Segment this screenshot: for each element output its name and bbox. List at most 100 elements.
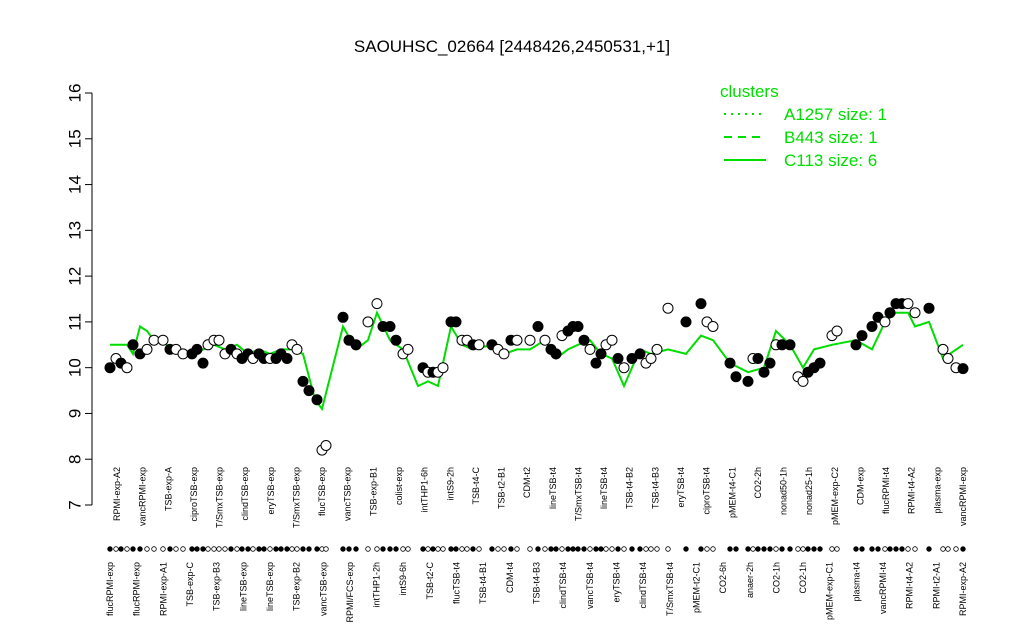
data-point — [879, 316, 891, 328]
rug-marker — [773, 546, 779, 552]
rug-marker — [727, 546, 733, 552]
data-point — [831, 325, 843, 337]
rug-marker — [250, 546, 256, 552]
x-tick-label-top: RPMI-exp-A2 — [112, 467, 122, 521]
rug-marker — [587, 546, 593, 552]
x-tick-label-bottom: RPMI-exp-A1 — [158, 562, 168, 616]
x-tick-label-top: TSB-t4-B2 — [625, 467, 635, 509]
x-tick-label-top: TSB-t4-B3 — [650, 467, 660, 509]
rug-marker — [535, 546, 541, 552]
x-tick-label-top: eryTSB-exp — [266, 467, 276, 515]
rug-marker — [216, 546, 222, 552]
rug-marker — [598, 546, 604, 552]
x-tick-label-bottom: lineTSB-exp — [238, 562, 248, 611]
data-point — [590, 357, 602, 369]
rug-marker — [118, 546, 124, 552]
data-point — [730, 371, 742, 383]
rug-marker — [124, 546, 130, 552]
rug-marker — [859, 546, 865, 552]
data-point — [104, 362, 116, 374]
data-point — [191, 343, 203, 355]
rug-marker — [665, 546, 671, 552]
rug-marker — [205, 546, 211, 552]
rug-marker — [698, 546, 704, 552]
rug-marker — [733, 546, 739, 552]
rug-marker — [811, 546, 817, 552]
data-point — [450, 316, 462, 328]
data-point — [337, 311, 349, 323]
x-tick-label-top: T/SmxTSB-t4 — [574, 467, 584, 521]
x-tick-label-top: lineTSB-t4 — [599, 467, 609, 509]
data-point — [752, 353, 764, 364]
data-point — [578, 334, 590, 346]
rug-marker — [144, 546, 150, 552]
data-point — [127, 339, 139, 351]
rug-marker — [553, 546, 559, 552]
data-point — [784, 339, 796, 351]
rug-marker — [284, 546, 290, 552]
rug-marker — [559, 546, 565, 552]
x-tick-label-top: vancTSB-exp — [343, 467, 353, 521]
rug-marker — [514, 546, 520, 552]
data-point — [384, 321, 396, 332]
x-tick-label-bottom: vancTSB-exp — [318, 562, 328, 616]
rug-marker — [323, 546, 329, 552]
rug-marker — [489, 546, 495, 552]
chart-title: SAOUHSC_02664 [2448426,2450531,+1] — [354, 37, 670, 56]
x-tick-label-bottom: vancTSB-t4 — [585, 562, 595, 609]
x-labels-bottom: flucRPMI-exp flucRPMI-exp RPMI-exp-A1 TSB-e… — [105, 562, 968, 623]
rug-marker — [200, 546, 206, 552]
x-tick-label-bottom: CO2-6h — [718, 562, 728, 594]
rug-marker — [609, 546, 615, 552]
x-tick-label-top: intTHP1-6h — [420, 467, 430, 513]
data-point — [695, 298, 707, 310]
legend-title: clusters — [720, 82, 779, 101]
rug-marker — [704, 546, 710, 552]
x-tick-label-top: flucTSB-exp — [317, 467, 327, 516]
rug-marker — [261, 546, 267, 552]
rug-marker — [476, 546, 482, 552]
rug-marker — [278, 546, 284, 552]
rug-marker — [648, 546, 654, 552]
x-tick-label-top: eryTSB-t4 — [676, 467, 686, 508]
rug-marker — [887, 546, 893, 552]
rug-marker — [570, 546, 576, 552]
x-tick-label-top: pMEM-exp-C2 — [830, 467, 840, 525]
x-tick-label-top: ciproTSB-t4 — [702, 467, 712, 515]
x-tick-label-bottom: flucRPMI-exp — [105, 562, 115, 616]
rug-marker — [805, 546, 811, 552]
x-tick-label-top: CDM-exp — [856, 467, 866, 505]
data-point — [402, 343, 414, 355]
x-tick-label-bottom: TSB-t4-B3 — [532, 562, 542, 604]
data-point — [311, 394, 323, 406]
data-point — [866, 321, 878, 332]
rug-marker — [340, 546, 346, 552]
x-tick-label-bottom: lineTSB-exp — [265, 562, 275, 611]
rug-marker — [755, 546, 761, 552]
rug-marker — [273, 546, 279, 552]
rug-marker — [113, 546, 119, 552]
rug-marker — [294, 546, 300, 552]
x-tick-label-top: ciproTSB-exp — [189, 467, 199, 522]
rug-marker — [440, 546, 446, 552]
rug-marker — [621, 546, 627, 552]
rug-marker — [160, 546, 166, 552]
rug-marker — [817, 546, 823, 552]
points-layer — [104, 298, 969, 456]
rug-marker — [683, 546, 689, 552]
rug-marker — [380, 546, 386, 552]
rug-marker — [953, 546, 959, 552]
rug-marker — [875, 546, 881, 552]
x-tick-label-top: flucRPMI-t4 — [881, 467, 891, 514]
rug-marker — [256, 546, 262, 552]
rug-marker — [459, 546, 465, 552]
data-point — [281, 353, 293, 364]
x-tick-label-top: RPMI-t4-A2 — [907, 467, 917, 514]
rug-marker — [501, 546, 507, 552]
x-tick-label-top: TSB-t2-B1 — [497, 467, 507, 509]
data-point — [758, 366, 770, 378]
x-tick-label-bottom: clindTSB-t4 — [638, 562, 648, 609]
legend-item-label: B443 size: 1 — [784, 128, 878, 147]
x-tick-label-bottom: clindTSB-t4 — [558, 562, 568, 609]
data-point — [884, 307, 896, 319]
